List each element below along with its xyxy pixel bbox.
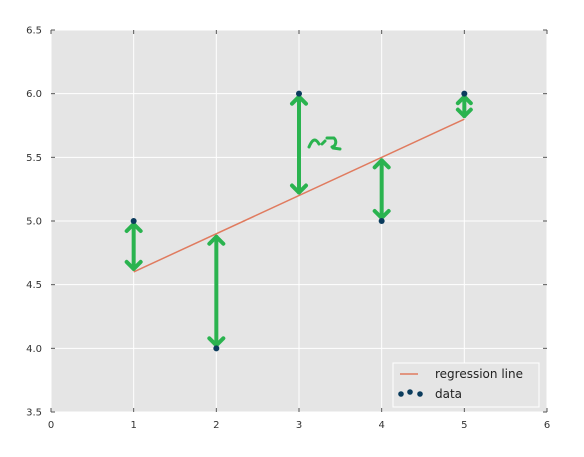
data-point bbox=[378, 218, 385, 224]
residual-arrow-head-top bbox=[207, 234, 226, 246]
legend-label-data: data bbox=[435, 387, 462, 401]
x-tick-labels: 0 1 2 3 4 5 6 bbox=[48, 420, 550, 431]
y-tick-label: 4.5 bbox=[26, 280, 42, 291]
legend-box bbox=[392, 362, 540, 408]
x-tick-label: 0 bbox=[48, 420, 54, 431]
data-point bbox=[461, 90, 468, 97]
data-point bbox=[213, 345, 220, 352]
data-point bbox=[296, 90, 302, 97]
x-tick-label: 5 bbox=[461, 420, 467, 431]
y-tick-label: 3.5 bbox=[26, 408, 42, 419]
residual-arrow-head-bottom bbox=[124, 259, 143, 271]
y-tick-labels: 3.5 4.0 4.5 5.0 5.5 6.0 6.5 bbox=[26, 26, 42, 419]
legend-dot bbox=[398, 391, 404, 397]
handwritten-mark bbox=[307, 136, 342, 151]
y-tick-label: 5.5 bbox=[26, 153, 42, 164]
x-tick-label: 4 bbox=[378, 420, 384, 431]
residual-arrows bbox=[124, 94, 473, 348]
y-tick-label: 4.0 bbox=[26, 344, 42, 355]
y-tick-label: 5.0 bbox=[26, 217, 42, 228]
regression-line bbox=[133, 118, 465, 273]
legend: regression line data bbox=[392, 362, 540, 408]
legend-dot bbox=[417, 391, 423, 397]
residual-arrow-head-top bbox=[372, 158, 391, 170]
y-tick-label: 6.5 bbox=[26, 26, 42, 37]
x-tick-label: 6 bbox=[544, 420, 550, 431]
data-point bbox=[130, 218, 137, 224]
legend-label-regression-line: regression line bbox=[435, 367, 523, 381]
x-tick-label: 2 bbox=[213, 420, 219, 431]
x-tick-label: 1 bbox=[130, 420, 136, 431]
residual-arrow-head-bottom bbox=[290, 183, 308, 195]
y-tick-label: 6.0 bbox=[26, 89, 42, 100]
x-tick-label: 3 bbox=[296, 420, 302, 431]
residual-arrow-head-bottom bbox=[455, 107, 473, 119]
axis-ticks bbox=[50, 29, 548, 413]
regression-line-layer bbox=[133, 118, 465, 273]
legend-dot bbox=[407, 389, 413, 395]
data-points-layer bbox=[130, 90, 468, 352]
